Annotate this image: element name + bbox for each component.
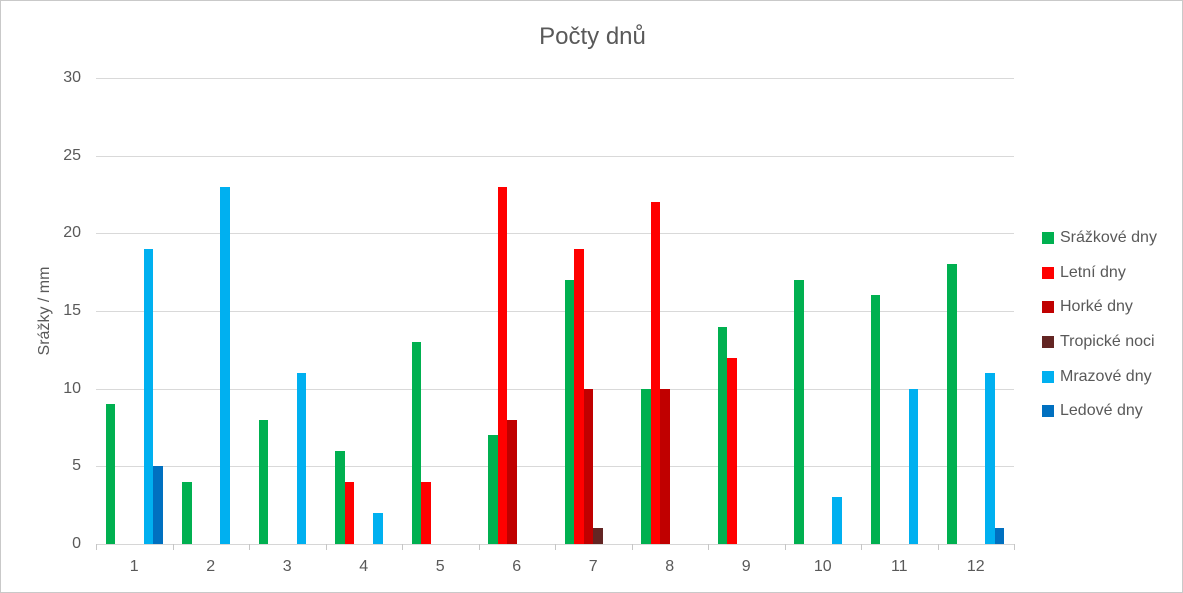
legend-label: Srážkové dny — [1060, 229, 1157, 247]
y-tick-label: 0 — [72, 535, 81, 552]
legend-label: Horké dny — [1060, 298, 1133, 316]
x-axis-tick — [478, 544, 480, 550]
x-axis-tick — [861, 544, 862, 550]
gridline — [96, 388, 1014, 390]
x-axis-tick — [172, 544, 174, 550]
gridline — [96, 311, 1014, 312]
y-tick-label: 10 — [63, 379, 81, 397]
x-tick-label: 2 — [206, 558, 216, 575]
bar-sr-kov-dny-m9 — [717, 326, 728, 544]
x-axis-tick — [249, 544, 250, 550]
x-tick-label: 4 — [359, 558, 369, 575]
bar-sr-kov-dny-m10 — [794, 279, 804, 544]
bar-mrazov-dny-m1 — [143, 248, 154, 544]
y-tick-label: 15 — [63, 302, 81, 319]
chart-title: Počty dnů — [539, 23, 646, 50]
x-tick-label: 10 — [813, 558, 832, 575]
legend-item: Tropické noci — [1042, 325, 1157, 360]
legend: Srážkové dny Letní dny Horké dny Tropické n… — [1042, 221, 1157, 429]
bar-sr-kov-dny-m3 — [258, 419, 269, 544]
bar-letn-dny-m8 — [650, 202, 661, 544]
x-axis-tick — [1014, 544, 1015, 550]
bar-sr-kov-dny-m6 — [488, 435, 498, 544]
legend-swatch-icon — [1042, 336, 1054, 349]
bar-mrazov-dny-m3 — [296, 373, 307, 544]
gridline — [96, 78, 1014, 79]
bar-sr-kov-dny-m7 — [564, 279, 575, 544]
x-tick-label: 1 — [129, 558, 139, 575]
x-axis-tick — [402, 544, 403, 550]
x-tick-label: 9 — [741, 558, 751, 575]
x-axis-tick — [937, 544, 939, 550]
bar-hork-dny-m8 — [660, 388, 670, 544]
bar-sr-kov-dny-m5 — [411, 342, 422, 544]
bar-mrazov-dny-m11 — [908, 388, 919, 544]
gridline — [96, 233, 1014, 235]
legend-item: Srážkové dny — [1042, 221, 1157, 256]
bar-mrazov-dny-m4 — [373, 512, 383, 544]
x-axis-tick — [555, 544, 556, 550]
bar-sr-kov-dny-m12 — [947, 264, 957, 544]
legend-swatch-icon — [1042, 232, 1054, 245]
x-tick-label: 8 — [665, 558, 675, 575]
bar-letn-dny-m4 — [344, 481, 355, 544]
bar-letn-dny-m9 — [727, 357, 737, 544]
bar-sr-kov-dny-m11 — [870, 295, 881, 544]
legend-swatch-icon — [1042, 370, 1054, 383]
legend-item: Mrazové dny — [1042, 359, 1157, 394]
x-tick-label: 5 — [435, 558, 445, 575]
bar-letn-dny-m6 — [497, 186, 508, 544]
bar-letn-dny-m7 — [574, 248, 584, 544]
bar-letn-dny-m5 — [421, 481, 431, 544]
x-axis-tick — [708, 544, 709, 550]
x-tick-label: 3 — [282, 558, 292, 575]
legend-item: Horké dny — [1042, 290, 1157, 325]
bar-sr-kov-dny-m4 — [335, 450, 345, 544]
legend-swatch-icon — [1042, 266, 1054, 279]
legend-swatch-icon — [1042, 301, 1054, 314]
y-tick-label: 20 — [63, 224, 81, 242]
y-tick-label: 5 — [72, 457, 81, 475]
x-axis-tick — [784, 544, 786, 550]
legend-swatch-icon — [1042, 405, 1054, 418]
bar-hork-dny-m6 — [507, 419, 517, 544]
bar-mrazov-dny-m10 — [832, 497, 842, 544]
x-tick-label: 6 — [512, 558, 522, 575]
bar-sr-kov-dny-m8 — [641, 388, 651, 544]
bar-ledov-dny-m12 — [994, 528, 1005, 544]
x-tick-label: 12 — [966, 558, 985, 575]
gridline — [96, 155, 1014, 157]
x-axis-tick — [631, 544, 633, 550]
y-tick-label: 25 — [63, 146, 81, 164]
legend-label: Ledové dny — [1060, 402, 1143, 420]
bar-ledov-dny-m1 — [153, 466, 163, 544]
gridline — [96, 466, 1014, 468]
bar-tropick-noci-m7 — [593, 528, 603, 544]
bar-sr-kov-dny-m2 — [182, 481, 192, 544]
bar-mrazov-dny-m12 — [985, 373, 995, 544]
bar-mrazov-dny-m2 — [220, 186, 230, 544]
legend-label: Letní dny — [1060, 263, 1126, 281]
x-tick-label: 7 — [588, 558, 598, 575]
plot-area — [96, 78, 1015, 550]
legend-label: Mrazové dny — [1060, 367, 1152, 385]
x-axis-tick — [96, 544, 97, 550]
legend-item: Letní dny — [1042, 256, 1157, 291]
y-tick-label: 30 — [63, 69, 81, 86]
x-axis-tick — [325, 544, 327, 550]
bar-sr-kov-dny-m1 — [105, 404, 116, 544]
legend-label: Tropické noci — [1060, 333, 1155, 351]
legend-item: Ledové dny — [1042, 394, 1157, 429]
bar-hork-dny-m7 — [583, 388, 594, 544]
x-tick-label: 11 — [890, 558, 908, 575]
